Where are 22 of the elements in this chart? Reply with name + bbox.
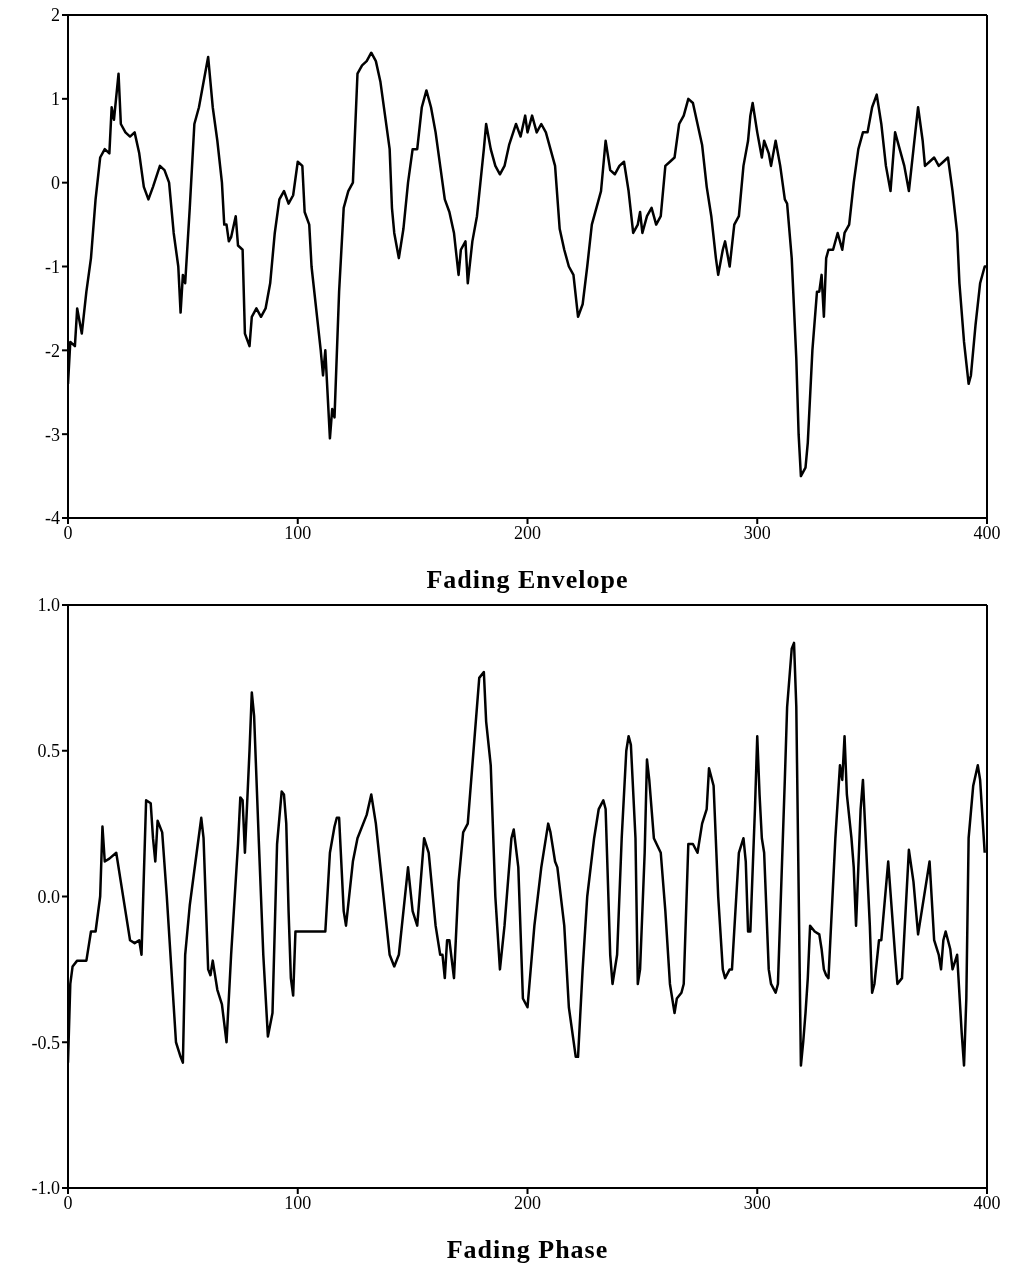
y-tick-label: -0.5: [31, 1032, 60, 1053]
x-tick-label: 100: [284, 522, 312, 543]
x-tick-label: 300: [743, 522, 771, 543]
y-tick-label: -3: [45, 424, 60, 445]
x-axis-title: Fading Envelope: [426, 565, 629, 594]
x-tick-label: 200: [514, 522, 541, 543]
x-tick-label: 100: [284, 1192, 312, 1213]
x-tick-label: 400: [973, 1192, 1001, 1213]
y-tick-label: 2: [51, 5, 60, 26]
y-tick-label: -1.0: [31, 1178, 60, 1199]
y-tick-label: 1.0: [37, 595, 60, 616]
y-tick-label: -2: [45, 340, 60, 361]
y-tick-label: -4: [45, 508, 60, 529]
y-tick-label: 0.5: [37, 741, 60, 762]
x-axis-title: Fading Phase: [446, 1235, 609, 1264]
x-tick-label: 200: [514, 1192, 541, 1213]
y-tick-label: -1: [45, 256, 60, 277]
x-tick-label: 400: [973, 522, 1001, 543]
y-tick-label: 0: [51, 173, 60, 194]
y-tick-label: 0.0: [37, 886, 60, 907]
x-tick-label: 300: [743, 1192, 771, 1213]
y-tick-label: 1: [51, 89, 60, 110]
